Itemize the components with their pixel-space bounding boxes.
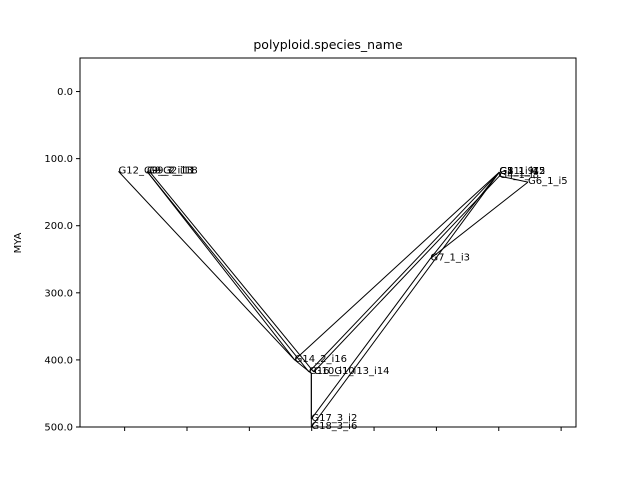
tree-edge [499, 175, 529, 183]
node-label: G6_1_i5 [528, 176, 568, 187]
y-tick-label: 0.0 [57, 87, 73, 98]
tree-edge [310, 258, 431, 420]
node-labels: G12_G9_G2_i18G9_3_i13G9_2_i11G14_2_i16G1… [118, 165, 567, 432]
node-label: G12_G9_G2_i18 [118, 165, 197, 176]
chart-title: polyploid.species_name [253, 37, 403, 52]
y-tick-label: 400.0 [44, 355, 73, 366]
node-label: G18_3_i6 [311, 421, 357, 432]
node-label: G3_1_i4 [499, 166, 539, 177]
tree-edge [146, 171, 310, 373]
node-label: G8_1_i15 [499, 166, 545, 177]
y-axis-label: MYA [13, 232, 24, 253]
node-label: G5_1_i7 [499, 166, 539, 177]
node-label: G14_2_i16 [295, 354, 347, 365]
tree-edge [294, 359, 312, 374]
tree-edge [118, 171, 296, 361]
tree-edge [430, 181, 529, 259]
tree-edge [310, 171, 500, 428]
tree-edge [294, 171, 500, 361]
tree-edge [429, 171, 500, 259]
plot-area-frame [79, 57, 577, 428]
y-tick-label: 200.0 [44, 221, 73, 232]
y-tick-label: 500.0 [44, 423, 73, 434]
tree-edge [149, 171, 315, 373]
tree-edge [146, 171, 296, 361]
node-label: G2_1_i12 [499, 166, 545, 177]
node-label: G4_1_i8 [499, 170, 539, 181]
y-tick-label: 300.0 [44, 288, 73, 299]
node-label: G1_1_i1 [499, 166, 539, 177]
node-label: G16_G1_i13_i14 [309, 366, 390, 377]
node-label: G17_3_i2 [311, 413, 357, 424]
node-label: G11_i9 [499, 166, 534, 177]
node-label: G9_3_i13 [147, 165, 193, 176]
node-label: G7_1_i3 [430, 253, 470, 264]
node-label: G9_2_i11 [149, 165, 195, 176]
tree-edge [308, 171, 500, 373]
node-label: G10_i10 [314, 366, 355, 377]
edges [118, 171, 529, 428]
y-tick-label: 100.0 [44, 154, 73, 165]
axes: 0.0 100.0 200.0 300.0 400.0 500.0 [44, 57, 577, 434]
tree-edge [313, 175, 500, 373]
